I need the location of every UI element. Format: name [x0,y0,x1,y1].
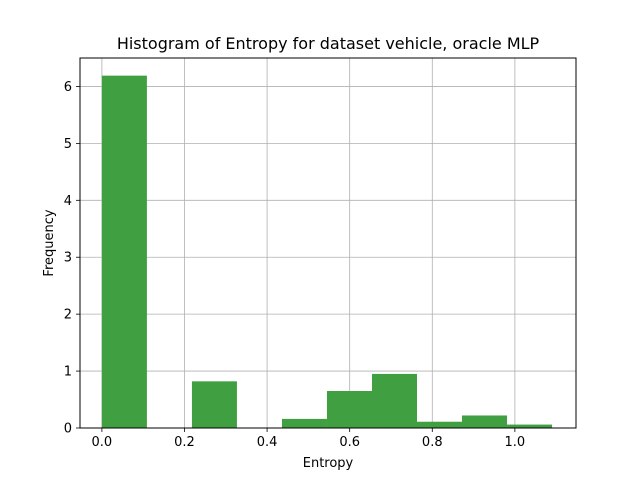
y-axis-label: Frequency [42,209,57,276]
x-tick-label: 0.6 [339,435,360,450]
grid-lines [80,58,576,429]
histogram-bar [507,424,553,428]
histogram-bar [326,391,372,428]
plot-frame [79,57,577,429]
histogram-bar [416,421,463,428]
chart-title: Histogram of Entropy for dataset vehicle… [117,34,540,53]
histogram-bars [101,75,553,429]
histogram-bar [371,373,417,428]
y-tick-label: 1 [64,365,72,380]
x-tick-label: 0.4 [257,435,278,450]
histogram-bar [101,75,147,429]
x-tick-label: 1.0 [505,435,526,450]
y-tick-label: 3 [64,251,72,266]
y-tick-label: 5 [64,137,72,152]
y-tick-label: 4 [64,194,72,209]
x-axis-label: Entropy [303,456,354,471]
x-axis-ticks: 0.0 0.2 0.4 0.6 0.8 1.0 [92,428,526,450]
x-tick-label: 0.0 [92,435,113,450]
histogram-bar [191,381,237,428]
y-tick-label: 2 [64,308,72,323]
histogram-bar [462,415,508,428]
x-tick-label: 0.2 [174,435,195,450]
histogram-bar [281,418,327,428]
y-axis-ticks: 0 1 2 3 4 5 6 [64,80,80,437]
x-tick-label: 0.8 [422,435,443,450]
y-tick-label: 0 [64,422,72,437]
y-tick-label: 6 [64,80,72,95]
